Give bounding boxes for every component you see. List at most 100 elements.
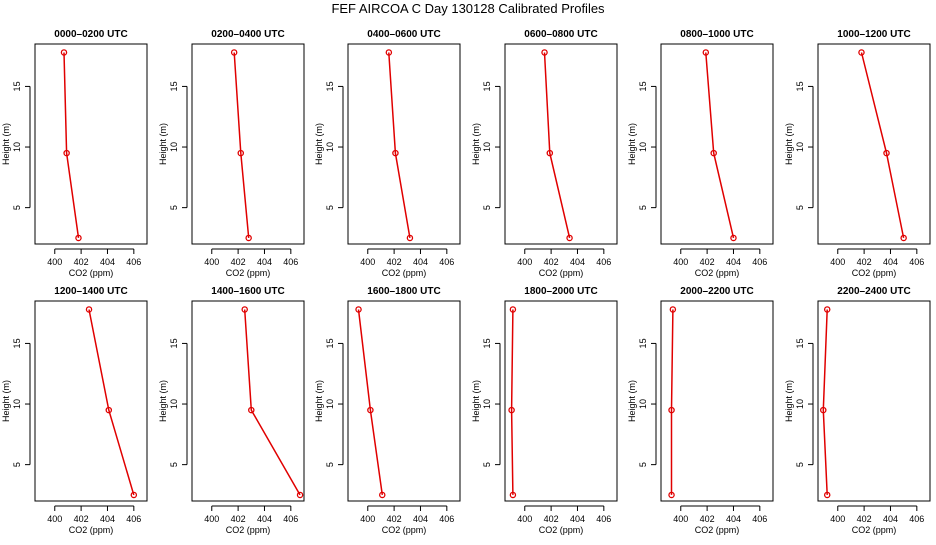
y-tick-label: 15 [795, 81, 805, 91]
x-axis-label: CO2 (ppm) [852, 525, 897, 535]
panel-title: 0400–0600 UTC [367, 29, 440, 40]
y-tick-label: 5 [169, 462, 179, 467]
x-tick-label: 402 [387, 514, 402, 524]
y-tick-label: 5 [795, 205, 805, 210]
plot-frame [347, 300, 461, 502]
data-point [241, 306, 248, 313]
profile-line [63, 52, 80, 239]
x-axis-label: CO2 (ppm) [539, 525, 584, 535]
x-tick-label: 404 [257, 257, 272, 267]
x-tick-label: 406 [596, 514, 611, 524]
y-tick-label: 5 [795, 462, 805, 467]
data-point [900, 234, 907, 242]
x-tick-label: 400 [47, 257, 62, 267]
y-axis-label: Height (m) [784, 380, 794, 422]
data-point [379, 491, 386, 499]
panel-title: 1800–2000 UTC [524, 286, 597, 297]
profile-line [705, 52, 735, 239]
y-tick-label: 15 [482, 81, 492, 91]
x-tick-label: 406 [909, 514, 924, 524]
y-tick-label: 5 [325, 205, 335, 210]
y-axis-label: Height (m) [627, 123, 637, 165]
x-axis-label: CO2 (ppm) [69, 525, 114, 535]
data-point [248, 406, 255, 414]
y-axis-label: Height (m) [471, 123, 481, 165]
x-tick-label: 404 [726, 257, 741, 267]
y-tick-label: 15 [169, 81, 179, 91]
x-tick-label: 404 [413, 514, 428, 524]
profile-line [510, 309, 514, 495]
panel: 1800–2000 UTC 400 402 404 406 CO2 (ppm) 5 10 15 H… [471, 286, 618, 535]
x-tick-label: 406 [283, 514, 298, 524]
data-point [509, 306, 517, 313]
y-axis-label: Height (m) [314, 123, 324, 165]
y-tick-label: 15 [169, 338, 179, 348]
data-point [546, 149, 554, 157]
y-tick-label: 5 [482, 205, 492, 210]
panel-title: 1200–1400 UTC [54, 286, 127, 297]
y-tick-label: 10 [169, 142, 179, 152]
data-point [296, 491, 304, 499]
data-point [710, 149, 717, 157]
y-axis-label: Height (m) [1, 123, 11, 165]
profile-line [88, 309, 135, 496]
y-axis-label: Height (m) [627, 380, 637, 422]
data-point [702, 49, 710, 56]
panel-title: 1400–1600 UTC [211, 286, 284, 297]
x-tick-label: 406 [439, 514, 454, 524]
plot-frame [504, 43, 618, 245]
panel: 0800–1000 UTC 400 402 404 406 CO2 (ppm) 5 10 15 H… [627, 29, 774, 278]
panel-title: 0000–0200 UTC [54, 29, 127, 40]
y-tick-label: 10 [795, 399, 805, 409]
x-tick-label: 400 [47, 514, 62, 524]
plot-frame [347, 43, 461, 245]
y-tick-label: 10 [325, 399, 335, 409]
y-tick-label: 15 [325, 338, 335, 348]
x-tick-label: 402 [857, 257, 872, 267]
x-tick-label: 400 [517, 514, 532, 524]
x-tick-label: 404 [100, 257, 115, 267]
panel-title: 1000–1200 UTC [837, 29, 910, 40]
x-tick-label: 402 [544, 257, 559, 267]
panel: 0400–0600 UTC 400 402 404 406 CO2 (ppm) 5 10 15 H… [314, 29, 461, 278]
profile-line [357, 309, 384, 496]
x-tick-label: 402 [700, 514, 715, 524]
y-tick-label: 15 [482, 338, 492, 348]
data-point [730, 234, 737, 242]
x-tick-label: 406 [909, 257, 924, 267]
x-tick-label: 402 [700, 257, 715, 267]
y-tick-label: 15 [795, 338, 805, 348]
data-point [541, 49, 548, 56]
x-tick-label: 404 [570, 514, 585, 524]
panel-title: 0600–0800 UTC [524, 29, 597, 40]
y-tick-label: 5 [169, 205, 179, 210]
y-tick-label: 10 [482, 399, 492, 409]
data-point [367, 406, 374, 414]
y-tick-label: 5 [638, 205, 648, 210]
data-point [858, 49, 865, 56]
y-tick-label: 10 [638, 399, 648, 409]
x-tick-label: 406 [439, 257, 454, 267]
data-point [385, 49, 393, 56]
x-tick-label: 402 [74, 514, 89, 524]
y-tick-label: 5 [325, 462, 335, 467]
data-point [245, 234, 252, 242]
x-axis-label: CO2 (ppm) [539, 268, 584, 278]
x-axis-label: CO2 (ppm) [852, 268, 897, 278]
x-axis-label: CO2 (ppm) [226, 268, 271, 278]
x-tick-label: 400 [204, 257, 219, 267]
x-tick-label: 404 [100, 514, 115, 524]
panel-title: 1600–1800 UTC [367, 286, 440, 297]
y-tick-label: 5 [638, 462, 648, 467]
x-tick-label: 404 [883, 514, 898, 524]
x-axis-label: CO2 (ppm) [382, 525, 427, 535]
plot-frame [504, 300, 618, 502]
profile-line [243, 309, 301, 496]
y-axis-label: Height (m) [314, 380, 324, 422]
y-tick-label: 5 [12, 205, 22, 210]
plot-frame [660, 43, 774, 245]
x-tick-label: 400 [673, 514, 688, 524]
y-tick-label: 10 [169, 399, 179, 409]
data-point [668, 491, 675, 499]
